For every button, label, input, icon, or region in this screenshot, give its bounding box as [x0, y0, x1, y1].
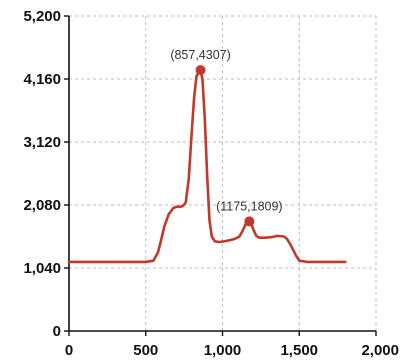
x-tick-label: 0 — [65, 342, 73, 359]
grid-lines — [69, 15, 377, 331]
annotation-label: (857,4307) — [170, 48, 230, 62]
annotation-label: (1175,1809) — [216, 199, 283, 213]
y-tick-label: 4,160 — [23, 71, 61, 88]
series-line — [67, 68, 347, 264]
y-tick-label: 2,080 — [23, 197, 61, 214]
x-tick-label: 1,500 — [280, 342, 318, 359]
annotation-marker — [195, 65, 206, 76]
annotation-marker — [244, 216, 255, 227]
y-tick-label: 0 — [53, 323, 61, 340]
x-tick-label: 500 — [133, 342, 158, 359]
y-tick-label: 5,200 — [23, 8, 61, 25]
ticks: 0 1,040 2,080 3,120 4,160 5,200 0 500 1,000 1,500… — [23, 8, 399, 359]
y-tick-label: 3,120 — [23, 134, 61, 151]
x-tick-label: 2,000 — [361, 342, 399, 359]
annotations: (857,4307) (1175,1809) — [170, 48, 283, 227]
series-layer — [67, 68, 347, 264]
x-tick-label: 1,000 — [204, 342, 242, 359]
y-tick-label: 1,040 — [23, 260, 61, 277]
